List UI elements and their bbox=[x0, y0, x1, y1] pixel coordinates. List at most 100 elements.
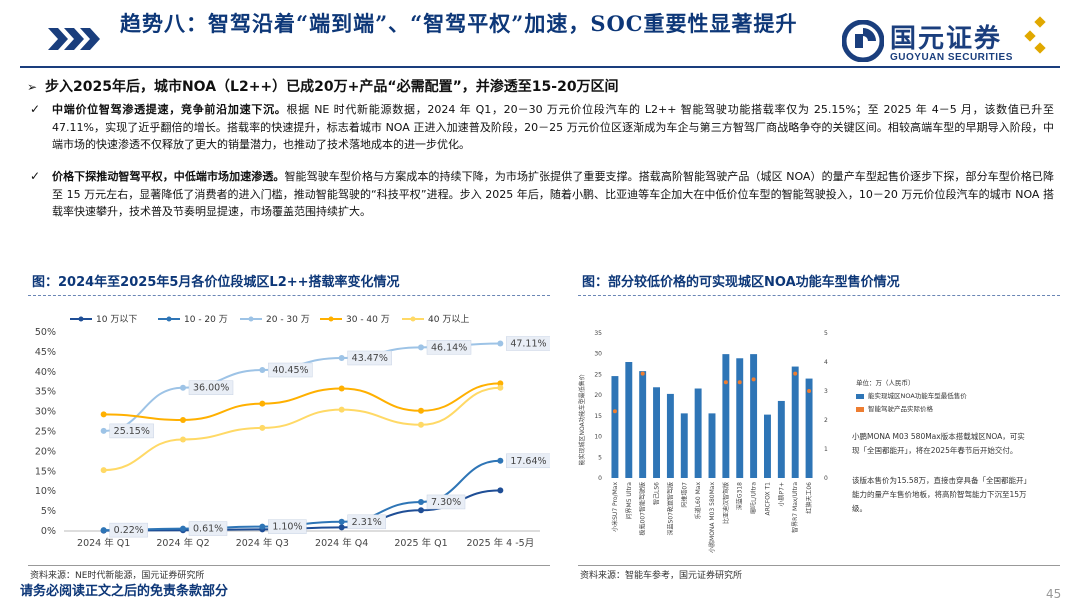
x-tick-label: 小米SU7 Pro/Max bbox=[611, 482, 619, 532]
check-bullet-icon: ✓ bbox=[30, 169, 41, 183]
x-tick-label: 2024 年 Q3 bbox=[236, 537, 289, 549]
y-tick-label: 25% bbox=[35, 427, 56, 438]
data-point bbox=[100, 467, 107, 474]
y2-tick-label: 2 bbox=[824, 417, 828, 424]
logo-squares-icon bbox=[1024, 16, 1046, 54]
price-bar bbox=[653, 387, 660, 478]
data-point bbox=[100, 411, 107, 418]
header-divider bbox=[20, 66, 1060, 68]
left-figure-title: 图：2024年至2025年5月各价位段城区L2++搭载率变化情况 bbox=[32, 275, 400, 290]
left-line-chart: 0% 5% 10% 15% 20% 25% 30% 35% 40% 45% 50% 2024 年 Q1… bbox=[35, 314, 550, 549]
left-source-note: 资料来源：NE时代新能源，国元证券研究所 bbox=[30, 571, 205, 581]
data-label-box bbox=[109, 423, 154, 439]
data-point bbox=[418, 344, 424, 351]
price-bar bbox=[722, 354, 730, 478]
data-label-box bbox=[109, 522, 148, 538]
legend-label: 20 - 30 万 bbox=[266, 315, 310, 325]
actual-price-marker bbox=[751, 377, 756, 382]
page-number: 45 bbox=[1046, 587, 1062, 601]
data-point bbox=[418, 421, 424, 428]
y2-tick-label: 0 bbox=[824, 475, 828, 482]
x-tick-label: 极氪007智能驾驶版 bbox=[639, 482, 647, 535]
price-bar bbox=[750, 354, 758, 478]
y-tick-label: 10 bbox=[594, 434, 602, 441]
data-point bbox=[418, 407, 424, 414]
data-point bbox=[180, 416, 186, 423]
y-tick-label: 0 bbox=[598, 475, 602, 482]
legend-label: 10 - 20 万 bbox=[184, 315, 228, 325]
price-bar bbox=[639, 371, 647, 478]
data-point bbox=[497, 457, 504, 464]
x-tick-label: 2025 年 4 -5月 bbox=[466, 537, 534, 549]
legend-marker bbox=[248, 316, 254, 322]
x-tick-label: 比亚迪汉智驾版 bbox=[722, 482, 730, 524]
data-point bbox=[180, 525, 186, 532]
data-label: 7.30% bbox=[431, 497, 461, 508]
y-tick-label: 10% bbox=[35, 486, 56, 497]
subhead-text: 步入2025年后，城市NOA（L2++）已成20万+产品“必需配置”，并渗透至1… bbox=[45, 79, 619, 95]
y-tick-label: 15% bbox=[35, 466, 56, 477]
data-label-box bbox=[268, 519, 307, 534]
data-point bbox=[497, 340, 504, 347]
x-tick-label: 2024 年 Q4 bbox=[315, 537, 368, 549]
data-label: 43.47% bbox=[352, 353, 388, 364]
disclaimer-footer: 请务必阅读正文之后的免责条款部分 bbox=[20, 584, 229, 599]
y2-tick-label: 3 bbox=[824, 388, 828, 395]
x-tick-label: 阿维塔07 bbox=[680, 482, 688, 508]
data-point bbox=[100, 527, 107, 534]
data-point bbox=[497, 487, 504, 494]
x-tick-label: 红旗天工06 bbox=[805, 482, 813, 514]
data-point bbox=[338, 354, 345, 361]
price-bar bbox=[680, 413, 688, 478]
logo-chinese-name: 国元证券 bbox=[890, 24, 1003, 54]
y-tick-label: 5% bbox=[41, 506, 56, 517]
actual-price-marker bbox=[793, 371, 798, 376]
actual-price-marker bbox=[612, 409, 617, 414]
x-tick-label: 2025 年 Q1 bbox=[394, 537, 447, 549]
bullet-1-lead: 中端价位智驾渗透提速，竞争前沿加速下沉。 bbox=[52, 103, 287, 116]
data-point bbox=[338, 524, 345, 531]
data-point bbox=[338, 385, 345, 392]
y2-tick-label: 4 bbox=[824, 359, 828, 366]
x-tick-label: 智己LS6 bbox=[653, 482, 661, 505]
legend-label: 40 万以上 bbox=[428, 314, 469, 325]
data-label: 47.11% bbox=[510, 339, 546, 350]
y-tick-label: 30% bbox=[35, 407, 56, 418]
bullet-2-lead: 价格下探推动智驾平权，中低端市场加速渗透。 bbox=[52, 170, 285, 183]
data-label: 0.61% bbox=[193, 524, 223, 535]
data-point bbox=[418, 498, 424, 505]
data-point bbox=[180, 384, 186, 391]
data-label: 17.64% bbox=[510, 456, 546, 467]
legend-label: 10 万以下 bbox=[96, 315, 137, 325]
right-source-rule bbox=[578, 565, 1060, 566]
y-tick-label: 40% bbox=[35, 367, 56, 378]
price-bar bbox=[694, 388, 702, 478]
y-tick-label: 25 bbox=[594, 371, 602, 378]
bullet-paragraph-1: ✓ 中端价位智驾渗透提速，竞争前沿加速下沉。根据 NE 时代新能源数据，2024… bbox=[30, 101, 1054, 154]
y2-tick-label: 1 bbox=[824, 446, 828, 453]
x-tick-label: ARCFOX T1 bbox=[764, 482, 771, 516]
y-tick-label: 15 bbox=[594, 413, 602, 420]
data-point bbox=[259, 523, 266, 530]
legend-swatch bbox=[856, 406, 864, 412]
price-bar bbox=[708, 413, 716, 478]
right-bar-chart: 0 5 10 15 20 25 30 35 0 1 2 3 4 5 能实现城区NOA功能车型最低售价小米SU… bbox=[578, 330, 828, 553]
right-figure-title: 图：部分较低价格的可实现城区NOA功能车型售价情况 bbox=[582, 275, 900, 290]
data-point bbox=[497, 384, 504, 391]
actual-price-marker bbox=[723, 380, 728, 385]
x-tick-label: 小鹏P7+ bbox=[777, 482, 785, 506]
y-tick-label: 35 bbox=[594, 330, 602, 337]
bullet-2-body: 智能驾驶车型价格与方案成本的持续下降，为市场扩张提供了重要支撑。搭载高阶智能驾驶… bbox=[52, 170, 1054, 218]
arrow-bullet-icon: ➢ bbox=[27, 80, 38, 94]
y-tick-label: 30 bbox=[594, 351, 602, 358]
price-bar bbox=[777, 400, 785, 478]
header-chevron-icon bbox=[48, 28, 100, 50]
left-figure-rule bbox=[28, 295, 550, 296]
price-bar bbox=[764, 414, 771, 478]
right-figure-rule bbox=[578, 295, 1060, 296]
x-tick-label: 深蓝S07乾崑智驾版 bbox=[666, 482, 674, 535]
price-bar bbox=[625, 362, 633, 478]
data-label-box bbox=[188, 380, 234, 395]
right-legend-item-marker: 智能驾驶产品实际价格 bbox=[856, 403, 967, 416]
x-tick-label: 2024 年 Q2 bbox=[156, 537, 209, 549]
